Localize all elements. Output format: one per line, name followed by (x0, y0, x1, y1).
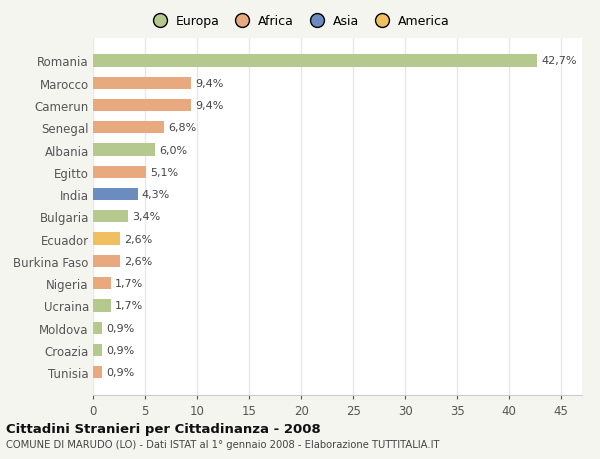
Text: 42,7%: 42,7% (541, 56, 577, 66)
Bar (93, 144, 155, 157)
Text: 6,0%: 6,0% (160, 145, 188, 155)
Bar (93, 122, 164, 134)
Text: 4,3%: 4,3% (142, 190, 170, 200)
Bar (93, 55, 537, 67)
Bar (93, 166, 146, 179)
Text: 2,6%: 2,6% (124, 256, 152, 266)
Bar (93, 255, 120, 268)
Bar (93, 277, 110, 290)
Bar (93, 100, 191, 112)
Text: 2,6%: 2,6% (124, 234, 152, 244)
Text: 9,4%: 9,4% (195, 101, 223, 111)
Text: 3,4%: 3,4% (133, 212, 161, 222)
Bar (93, 322, 103, 334)
Bar (93, 366, 103, 379)
Text: 9,4%: 9,4% (195, 78, 223, 89)
Bar (93, 233, 120, 245)
Bar (93, 344, 103, 356)
Text: COMUNE DI MARUDO (LO) - Dati ISTAT al 1° gennaio 2008 - Elaborazione TUTTITALIA.: COMUNE DI MARUDO (LO) - Dati ISTAT al 1°… (6, 440, 439, 449)
Text: 1,7%: 1,7% (115, 301, 143, 311)
Bar (93, 211, 128, 223)
Text: 5,1%: 5,1% (150, 168, 178, 178)
Legend: Europa, Africa, Asia, America: Europa, Africa, Asia, America (147, 15, 450, 28)
Bar (93, 78, 191, 90)
Text: 6,8%: 6,8% (168, 123, 196, 133)
Bar (93, 189, 138, 201)
Text: 0,9%: 0,9% (107, 368, 135, 377)
Text: 1,7%: 1,7% (115, 279, 143, 289)
Bar (93, 300, 110, 312)
Text: Cittadini Stranieri per Cittadinanza - 2008: Cittadini Stranieri per Cittadinanza - 2… (6, 422, 321, 436)
Text: 0,9%: 0,9% (107, 345, 135, 355)
Text: 0,9%: 0,9% (107, 323, 135, 333)
